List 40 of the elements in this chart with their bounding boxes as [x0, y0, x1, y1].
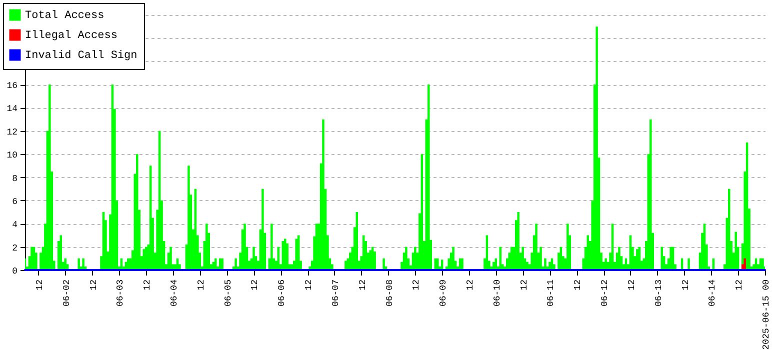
- y-tick-label: 6: [12, 196, 18, 207]
- x-tick-label: 06-12: [600, 280, 610, 307]
- x-tick-label: 06-09: [438, 280, 449, 307]
- x-tick-label: 12: [573, 280, 584, 290]
- y-tick-label: 4: [12, 220, 18, 230]
- x-tick-label: 12: [34, 280, 45, 290]
- x-tick-label: 06-08: [384, 280, 395, 307]
- y-tick-label: 8: [12, 174, 18, 184]
- y-tick-label: 10: [6, 150, 18, 161]
- x-tick-label: 12: [88, 280, 99, 290]
- x-tick-label: 12: [250, 280, 260, 290]
- x-tick-label: 06-06: [277, 280, 288, 307]
- x-tick-label: 06-02: [62, 280, 72, 307]
- x-tick-label: 12: [626, 280, 637, 290]
- legend-label: Invalid Call Sign: [25, 50, 138, 62]
- legend-label: Illegal Access: [25, 30, 118, 42]
- x-tick-label: 12: [680, 280, 691, 290]
- y-tick-label: 14: [6, 104, 18, 114]
- x-tick-label: 06-04: [170, 280, 180, 307]
- x-tick-label: 12: [412, 280, 422, 290]
- y-tick-label: 0: [12, 266, 18, 276]
- x-tick-label: 06-03: [116, 280, 126, 307]
- x-tick-label: 06-11: [546, 280, 556, 307]
- x-tick-label: 12: [142, 280, 153, 290]
- y-tick-label: 2: [12, 243, 18, 254]
- x-tick-label: 12: [358, 280, 368, 290]
- x-tick-label: 06-05: [223, 280, 234, 307]
- x-tick-label: 06-10: [492, 280, 502, 307]
- x-tick-label: 12: [466, 280, 476, 290]
- y-tick-label: 12: [6, 127, 18, 138]
- x-tick-label: 12: [196, 280, 206, 290]
- x-tick-label: 12: [519, 280, 530, 290]
- x-tick-label: 12: [734, 280, 745, 290]
- x-tick-label: 06-07: [330, 280, 341, 307]
- x-tick-label: 06-14: [708, 280, 718, 307]
- x-tick-label: 2025-06-15 00: [762, 280, 772, 350]
- y-tick-label: 16: [6, 81, 18, 92]
- x-tick-label: 06-13: [654, 280, 664, 307]
- legend-label: Total Access: [25, 10, 104, 22]
- x-tick-label: 12: [304, 280, 314, 290]
